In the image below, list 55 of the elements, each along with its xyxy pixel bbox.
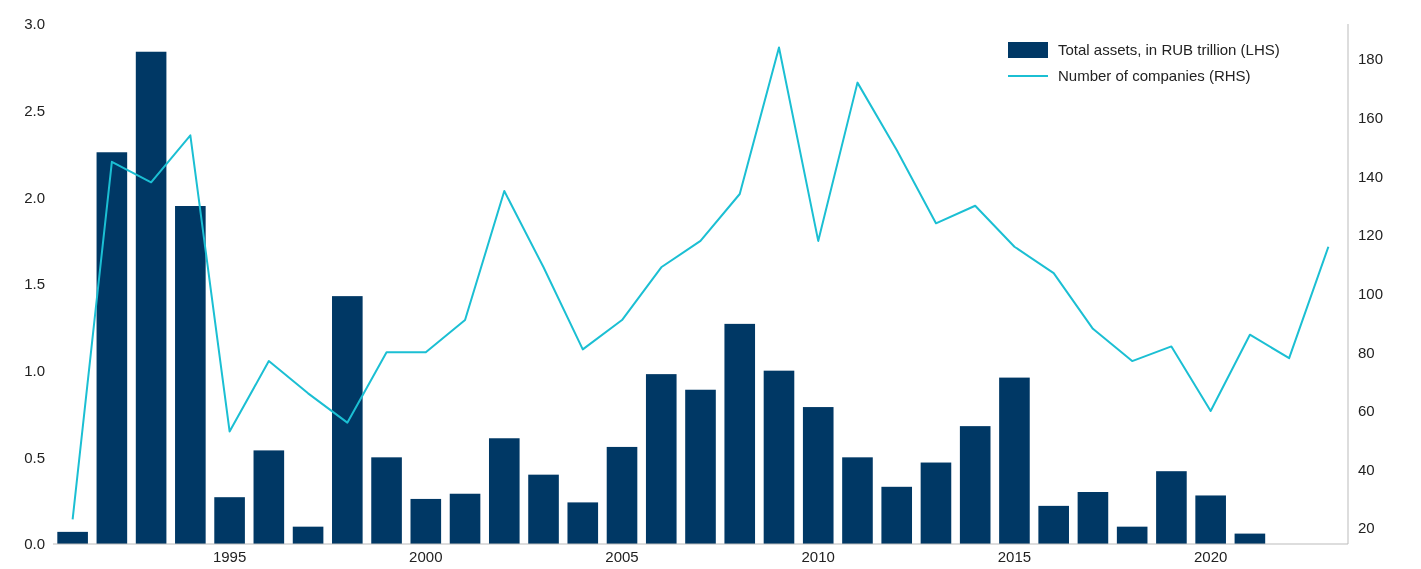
y2-tick-label: 20 [1358,519,1375,537]
x-tick-label: 2020 [1193,548,1228,565]
bar [685,389,716,544]
bar [1156,471,1187,544]
bar [214,497,245,544]
bar [959,426,991,544]
bar [1195,495,1226,544]
bar [802,407,834,544]
legend-label: Number of companies (RHS) [1058,67,1251,85]
x-tick-label: 2005 [605,548,639,565]
bar [920,462,952,544]
bar [449,493,481,544]
line-series [71,46,1330,521]
bar [567,502,599,544]
bar [410,498,442,544]
bar [842,457,873,544]
bar [292,526,324,544]
bar [999,377,1030,544]
y2-tick-label: 120 [1358,226,1384,244]
bar [1116,526,1148,544]
bar [253,450,285,544]
y2-tick-label: 60 [1358,402,1375,420]
y2-tick-label: 80 [1358,343,1375,361]
y-tick-label: 3.0 [24,15,45,33]
y2-tick-label: 160 [1358,109,1384,127]
bar [371,457,402,544]
bar [881,486,913,544]
x-tick-label: 2000 [409,548,443,565]
bar [57,531,88,544]
bar [135,51,167,544]
y2-tick-label: 140 [1358,167,1384,185]
bar [606,446,638,544]
y-tick-label: 0.5 [24,448,45,466]
y2-tick-label: 40 [1358,460,1375,478]
x-tick-label: 2015 [997,548,1032,565]
bar [645,374,677,544]
legend-label: Total assets, in RUB trillion (LHS) [1058,41,1280,59]
y-tick-label: 2.0 [24,188,45,206]
y-tick-label: 0.0 [24,535,45,553]
y2-tick-label: 180 [1358,50,1384,68]
bar [175,206,206,544]
x-tick-label: 1995 [212,548,247,565]
y-tick-label: 2.5 [24,101,45,119]
bar [488,438,520,544]
y2-tick-label: 100 [1358,284,1384,302]
bar [528,474,559,544]
y-tick-label: 1.5 [24,275,45,293]
bar [724,323,756,544]
bar [763,370,795,544]
bar [96,152,128,544]
y-tick-label: 1.0 [24,361,45,379]
bar [1077,492,1109,544]
x-tick-label: 2010 [801,548,835,565]
bar [332,296,363,544]
bar [1038,505,1069,544]
